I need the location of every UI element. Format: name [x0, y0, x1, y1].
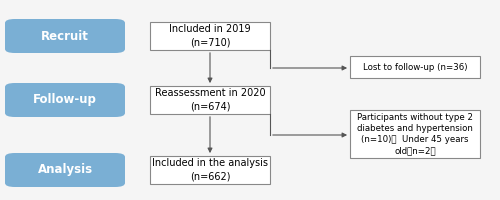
FancyBboxPatch shape — [150, 22, 270, 50]
Text: Included in the analysis
(n=662): Included in the analysis (n=662) — [152, 158, 268, 182]
Text: Reassessment in 2020
(n=674): Reassessment in 2020 (n=674) — [154, 88, 266, 112]
FancyBboxPatch shape — [5, 19, 125, 53]
FancyBboxPatch shape — [350, 110, 480, 158]
Text: Follow-up: Follow-up — [33, 94, 97, 106]
Text: Analysis: Analysis — [38, 164, 92, 176]
Text: Included in 2019
(n=710): Included in 2019 (n=710) — [169, 24, 251, 48]
FancyBboxPatch shape — [150, 156, 270, 184]
Text: Recruit: Recruit — [41, 29, 89, 43]
Text: Lost to follow-up (n=36): Lost to follow-up (n=36) — [363, 62, 467, 72]
FancyBboxPatch shape — [5, 83, 125, 117]
Text: Participants without type 2
diabetes and hypertension
(n=10)：  Under 45 years
ol: Participants without type 2 diabetes and… — [357, 113, 473, 155]
FancyBboxPatch shape — [150, 86, 270, 114]
FancyBboxPatch shape — [5, 153, 125, 187]
FancyBboxPatch shape — [350, 56, 480, 78]
